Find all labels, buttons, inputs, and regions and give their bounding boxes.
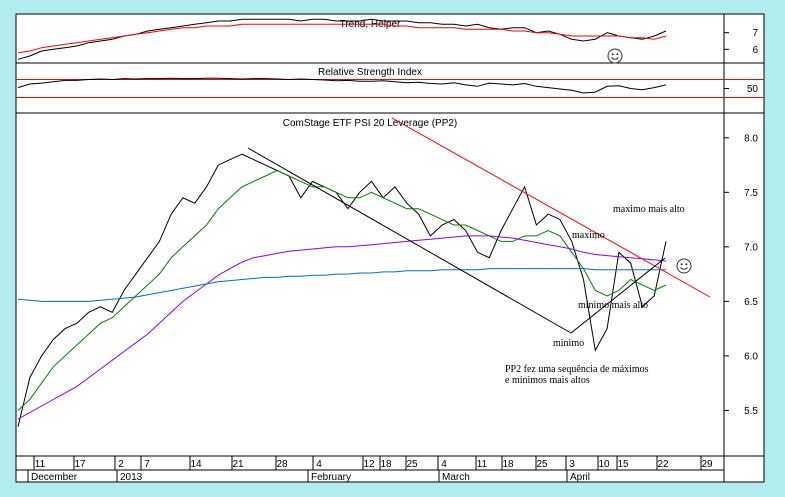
y-tick-label: 7.5	[744, 188, 758, 199]
price-title: ComStage ETF PSI 20 Leverage (PP2)	[283, 118, 458, 129]
x-tick-label: 25	[406, 459, 418, 470]
y-tick-label: 50	[747, 84, 759, 95]
price-axis-panel	[723, 13, 765, 483]
annotation-minimo: minimo	[553, 338, 584, 349]
series-line-0-1	[17, 23, 667, 54]
y-tick-label: 5.5	[744, 406, 758, 417]
x-tick-label: 2	[118, 459, 124, 470]
y-axis-ticks: 6 7 50 5.5 6.0 6.5 7.0 7.5 8.0	[724, 28, 758, 417]
month-label: April	[570, 472, 590, 483]
x-tick-label: 4	[316, 459, 322, 470]
x-tick-label: 17	[74, 459, 86, 470]
x-tick-label: 11	[35, 459, 46, 470]
price-panel	[17, 153, 667, 427]
x-tick-label: 3	[569, 459, 575, 470]
x-tick-label: 14	[190, 459, 202, 470]
y-tick-label: 6.0	[744, 351, 758, 362]
y-tick-label: 7	[752, 28, 758, 39]
month-label: February	[311, 472, 351, 483]
y-tick-label: 8.0	[744, 133, 758, 144]
series-line-1-0	[17, 77, 667, 94]
annotation-maximo: maximo	[572, 230, 605, 241]
annotation-maximo-mais-alto: maximo mais alto	[613, 204, 685, 215]
chart-frame	[15, 13, 725, 483]
series-line-2-1	[17, 169, 667, 411]
x-tick-label: 29	[701, 459, 713, 470]
x-tick-label: 21	[232, 459, 244, 470]
x-tick-label: 18	[502, 459, 514, 470]
annotation-comment-1: PP2 fez uma sequência de máximos	[505, 364, 649, 375]
x-tick-label: 4	[441, 459, 447, 470]
x-tick-label: 7	[144, 459, 150, 470]
month-label: March	[442, 472, 470, 483]
month-label: December	[31, 472, 78, 483]
series-line-2-2	[17, 235, 667, 420]
series-line-2-3	[17, 268, 666, 302]
annotation-minimo-mais-alto: minimo mais alto	[578, 300, 648, 311]
y-tick-label: 7.0	[744, 242, 758, 253]
x-tick-label: 28	[276, 459, 288, 470]
y-tick-label: 6.5	[744, 297, 758, 308]
x-axis-ticks: 11 17 2 7 14 21 28 4 12 18 25 4 11 18 25 3 10 15 22 29 Decem…	[27, 456, 713, 483]
down-trendline	[391, 117, 711, 298]
annotation-comment-2: e mínimos mais altos	[505, 375, 590, 386]
smiley-icon	[676, 258, 692, 274]
smiley-icon	[607, 48, 623, 64]
x-tick-label: 22	[657, 459, 669, 470]
x-tick-label: 15	[617, 459, 629, 470]
x-tick-label: 25	[536, 459, 548, 470]
rsi-title: Relative Strength Index	[318, 67, 422, 78]
y-tick-label: 6	[752, 45, 758, 56]
up-trendline	[247, 147, 572, 334]
month-label: 2013	[120, 472, 143, 483]
series-line-2-0	[17, 153, 667, 427]
x-tick-label: 18	[380, 459, 392, 470]
up-trendline-2	[570, 257, 666, 334]
rsi-panel	[16, 77, 764, 98]
x-tick-label: 12	[363, 459, 375, 470]
x-tick-label: 10	[598, 459, 610, 470]
trend-helper-panel	[17, 18, 667, 60]
x-tick-label: 11	[477, 459, 488, 470]
